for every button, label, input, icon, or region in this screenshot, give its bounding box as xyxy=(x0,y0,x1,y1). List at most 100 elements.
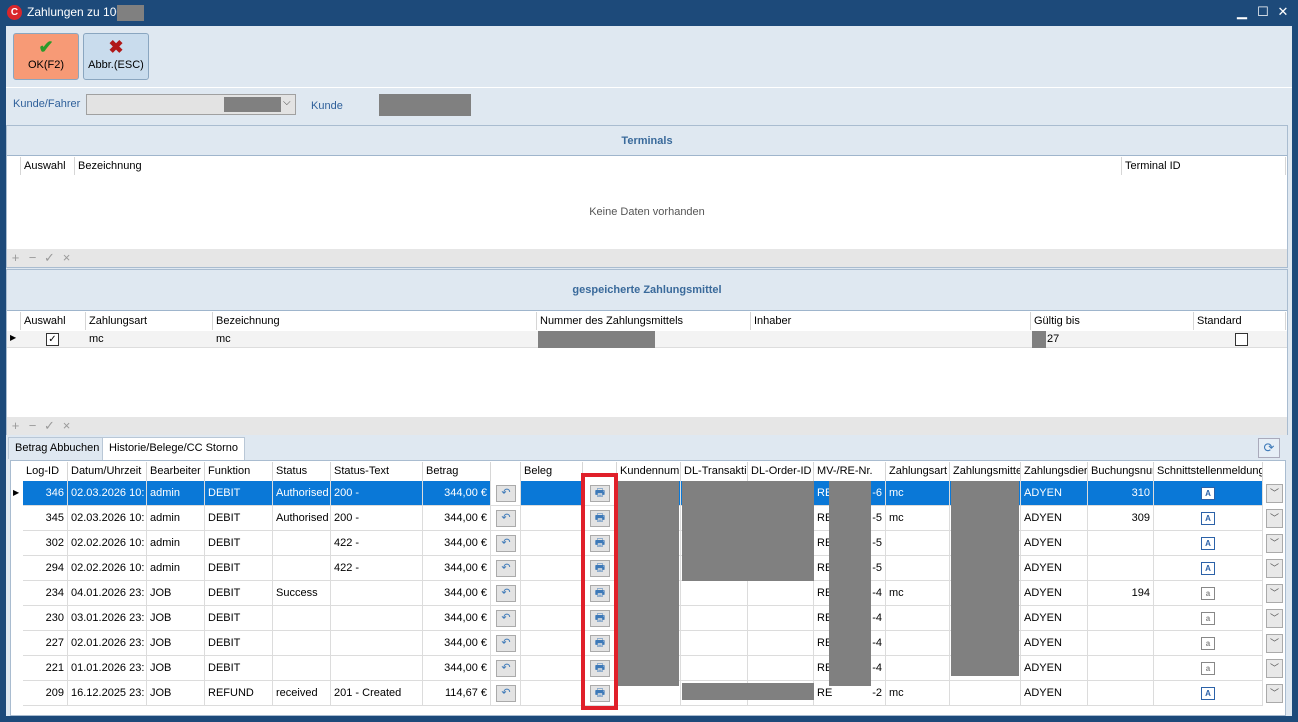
cell-schnittstelle xyxy=(1154,606,1263,631)
undo-button[interactable]: ↶ xyxy=(496,685,516,702)
remove-icon[interactable]: − xyxy=(28,418,37,433)
select-checkbox[interactable]: ✓ xyxy=(46,333,59,346)
cell-beleg xyxy=(521,656,583,681)
undo-button[interactable]: ↶ xyxy=(496,585,516,602)
cancel-button[interactable]: ✖ Abbr.(ESC) xyxy=(83,33,149,80)
col-status-text[interactable]: Status-Text xyxy=(331,462,423,481)
cell-status xyxy=(273,606,331,631)
confirm-icon[interactable]: ✓ xyxy=(44,250,55,265)
cell-zahlungsdienst: ADYEN xyxy=(1021,606,1088,631)
chevron-down-icon[interactable]: ﹀ xyxy=(1266,609,1283,628)
document-icon[interactable]: a xyxy=(1201,587,1215,600)
col-gueltig-bis[interactable]: Gültig bis xyxy=(1031,312,1194,330)
tab-historie[interactable]: Historie/Belege/CC Storno xyxy=(102,437,246,461)
refresh-icon[interactable]: ⟳ xyxy=(1258,438,1280,458)
chevron-down-icon[interactable]: ﹀ xyxy=(1266,584,1283,603)
maximize-button[interactable]: ☐ xyxy=(1257,4,1269,19)
undo-button[interactable]: ↶ xyxy=(496,635,516,652)
col-bearbeiter[interactable]: Bearbeiter xyxy=(147,462,205,481)
col-zahlungsart[interactable]: Zahlungsart xyxy=(86,312,213,330)
re-suffix: -5 xyxy=(872,537,882,549)
chevron-down-icon[interactable]: ﹀ xyxy=(1266,659,1283,678)
cell-datum: 03.01.2026 23: xyxy=(68,606,147,631)
col-standard[interactable]: Standard xyxy=(1194,312,1286,330)
col-schnittstelle[interactable]: Schnittstellenmeldung des xyxy=(1154,462,1263,481)
col-betrag[interactable]: Betrag xyxy=(423,462,491,481)
print-button[interactable]: 🖶 xyxy=(590,535,610,552)
col-dl-transaktion[interactable]: DL-Transakti xyxy=(681,462,748,481)
col-storno[interactable] xyxy=(491,462,521,481)
document-icon[interactable]: a xyxy=(1201,662,1215,675)
customer-driver-select[interactable]: ⌵ xyxy=(86,94,296,115)
print-button[interactable]: 🖶 xyxy=(590,485,610,502)
chevron-down-icon[interactable]: ﹀ xyxy=(1266,634,1283,653)
col-auswahl[interactable]: Auswahl xyxy=(20,312,86,330)
col-status[interactable]: Status xyxy=(273,462,331,481)
col-terminal-id[interactable]: Terminal ID xyxy=(1122,157,1286,175)
cell-log-id: 227 xyxy=(23,631,68,656)
undo-button[interactable]: ↶ xyxy=(496,485,516,502)
document-icon[interactable]: A xyxy=(1201,512,1215,525)
print-button[interactable]: 🖶 xyxy=(590,685,610,702)
confirm-icon[interactable]: ✓ xyxy=(44,418,55,433)
col-bezeichnung[interactable]: Bezeichnung xyxy=(75,157,1122,175)
print-button[interactable]: 🖶 xyxy=(590,635,610,652)
print-button[interactable]: 🖶 xyxy=(590,610,610,627)
chevron-down-icon[interactable]: ﹀ xyxy=(1266,484,1283,503)
table-row[interactable]: 234 04.01.2026 23: JOB DEBIT Success 344,00 €… xyxy=(11,581,1285,606)
add-icon[interactable]: + xyxy=(11,418,20,433)
col-zahlungsdienst[interactable]: Zahlungsdier xyxy=(1021,462,1088,481)
document-icon[interactable]: a xyxy=(1201,637,1215,650)
tab-betrag-abbuchen[interactable]: Betrag Abbuchen xyxy=(8,437,107,459)
chevron-down-icon[interactable]: ﹀ xyxy=(1266,559,1283,578)
document-icon[interactable]: A xyxy=(1201,537,1215,550)
print-button[interactable]: 🖶 xyxy=(590,660,610,677)
cancel-icon[interactable]: × xyxy=(62,418,71,433)
col-beleg[interactable]: Beleg xyxy=(521,462,583,481)
col-re-nr[interactable]: MV-/RE-Nr. xyxy=(814,462,886,481)
cell-re-nr: RE -2 xyxy=(814,681,886,706)
col-funktion[interactable]: Funktion xyxy=(205,462,273,481)
cell-schnittstelle xyxy=(1154,681,1263,706)
undo-button[interactable]: ↶ xyxy=(496,535,516,552)
document-icon[interactable]: A xyxy=(1201,562,1215,575)
undo-button[interactable]: ↶ xyxy=(496,560,516,577)
close-button[interactable]: ✕ xyxy=(1277,4,1289,19)
col-bezeichnung[interactable]: Bezeichnung xyxy=(213,312,537,330)
col-kundennummer[interactable]: Kundennumm xyxy=(617,462,681,481)
add-icon[interactable]: + xyxy=(11,250,20,265)
undo-button[interactable]: ↶ xyxy=(496,660,516,677)
chevron-down-icon[interactable]: ﹀ xyxy=(1266,534,1283,553)
default-checkbox[interactable] xyxy=(1235,333,1248,346)
cancel-icon[interactable]: × xyxy=(62,250,71,265)
col-inhaber[interactable]: Inhaber xyxy=(751,312,1031,330)
print-button[interactable]: 🖶 xyxy=(590,560,610,577)
cell-zahlungsdienst: ADYEN xyxy=(1021,481,1088,506)
chevron-down-icon[interactable]: ﹀ xyxy=(1266,509,1283,528)
col-log-id[interactable]: Log-ID xyxy=(23,462,68,481)
chevron-down-icon[interactable]: ﹀ xyxy=(1266,684,1283,703)
undo-button[interactable]: ↶ xyxy=(496,510,516,527)
col-nummer[interactable]: Nummer des Zahlungsmittels xyxy=(537,312,751,330)
cell-bearbeiter: JOB xyxy=(147,631,205,656)
cell-buchungsnr xyxy=(1088,631,1154,656)
col-auswahl[interactable]: Auswahl xyxy=(20,157,75,175)
document-icon[interactable]: A xyxy=(1201,487,1215,500)
undo-button[interactable]: ↶ xyxy=(496,610,516,627)
remove-icon[interactable]: − xyxy=(28,250,37,265)
cell-zahlungsart xyxy=(886,531,950,556)
col-datum[interactable]: Datum/Uhrzeit xyxy=(68,462,147,481)
minimize-button[interactable]: ▁ xyxy=(1237,4,1247,19)
document-icon[interactable]: a xyxy=(1201,612,1215,625)
document-icon[interactable]: A xyxy=(1201,687,1215,700)
ok-button[interactable]: ✔ OK(F2) xyxy=(13,33,79,80)
cell-status xyxy=(273,631,331,656)
col-zahlungsmittel[interactable]: Zahlungsmitte xyxy=(950,462,1021,481)
col-dl-order-id[interactable]: DL-Order-ID xyxy=(748,462,814,481)
print-button[interactable]: 🖶 xyxy=(590,510,610,527)
print-button[interactable]: 🖶 xyxy=(590,585,610,602)
col-print[interactable] xyxy=(583,462,617,481)
col-buchungsnr[interactable]: Buchungsnur xyxy=(1088,462,1154,481)
col-zahlungsart[interactable]: Zahlungsart xyxy=(886,462,950,481)
saved-method-row[interactable]: ▶ ✓ mc mc 27 xyxy=(7,331,1287,348)
